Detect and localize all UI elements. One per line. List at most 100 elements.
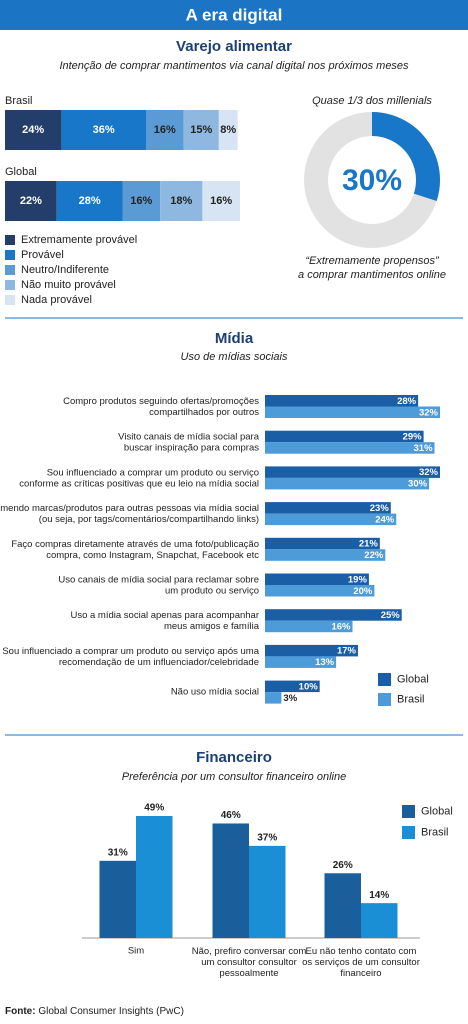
category-label: Uso a mídia social apenas para acompanha… (70, 610, 259, 632)
legend-label: Brasil (421, 826, 449, 838)
legend-swatch (402, 826, 415, 839)
donut-value: 30% (342, 164, 402, 197)
header-bar (0, 0, 468, 30)
value-label: 24% (375, 514, 395, 525)
bar (265, 680, 320, 693)
bar-segment (61, 110, 146, 150)
category-label: Não uso mídia social (171, 687, 259, 698)
bar (99, 860, 136, 938)
value-label: 26% (333, 860, 353, 871)
source-text: Global Consumer Insights (PwC) (38, 1006, 184, 1017)
bar-segment (202, 181, 240, 221)
value-label: 14% (369, 890, 389, 901)
value-label: 20% (353, 586, 373, 597)
donut-title: Quase 1/3 dos millenials (312, 95, 432, 107)
subtitle: Preferência por um consultor financeiro … (122, 771, 346, 783)
legend-label: Nada provável (21, 294, 92, 306)
bar (265, 502, 391, 514)
donut-caption: a comprar mantimentos online (298, 269, 446, 281)
bar-segment (218, 110, 238, 150)
source: Fonte: Global Consumer Insights (PwC) (5, 1006, 184, 1017)
bar (265, 585, 375, 597)
bar (324, 873, 361, 938)
category-label: Visito canais de mídia social para buscar… (118, 431, 260, 453)
legend-swatch (5, 250, 15, 260)
value-label: 17% (337, 646, 357, 657)
bar (265, 442, 435, 454)
legend-swatch (5, 265, 15, 275)
bar (265, 430, 424, 443)
category-label: Compro produtos seguindo ofertas/promoçõ… (63, 396, 259, 418)
bar-segment (122, 181, 161, 221)
legend-swatch (378, 673, 391, 686)
donut-caption: “Extremamente propensos” (305, 255, 440, 267)
legend-swatch (5, 295, 15, 305)
bar (265, 537, 380, 550)
value-label: 37% (257, 833, 277, 844)
value-label: 16% (331, 621, 351, 632)
category-label: Brasil (5, 95, 33, 107)
value-label: 16% (130, 195, 152, 207)
bar (265, 609, 402, 621)
bar (265, 573, 369, 585)
value-label: 3% (283, 693, 297, 704)
value-label: 24% (22, 124, 44, 136)
bar (265, 644, 358, 657)
section-title: Mídia (215, 330, 254, 347)
category-label: Sou influenciado a comprar um produto ou… (2, 645, 259, 667)
subtitle: Uso de mídias sociais (181, 351, 288, 363)
bar (265, 477, 430, 490)
legend-swatch (378, 693, 391, 706)
bar (265, 406, 440, 418)
bar (265, 620, 353, 633)
category-label: Uso canais de mídia social para reclamar… (58, 574, 259, 596)
bar (265, 656, 337, 668)
category-label: Sim (128, 946, 144, 957)
value-label: 28% (397, 396, 417, 407)
bar-segment (146, 110, 184, 150)
value-label: 8% (220, 124, 236, 136)
value-label: 30% (408, 479, 428, 490)
value-label: 13% (315, 657, 335, 668)
category-label: Sou influenciado a comprar um produto ou… (19, 467, 259, 489)
source-label: Fonte: (5, 1006, 36, 1017)
bar (361, 903, 398, 938)
value-label: 36% (93, 124, 115, 136)
category-label: Não, prefiro conversar com um consultor c… (192, 946, 307, 979)
bar (136, 816, 173, 938)
bar (265, 692, 282, 704)
legend-label: Provável (21, 249, 64, 261)
bar (249, 845, 286, 938)
legend-label: Brasil (397, 693, 425, 705)
category-label: Faço compras diretamente através de uma … (11, 538, 259, 560)
bar-segment (183, 110, 219, 150)
value-label: 22% (364, 550, 384, 561)
bar-segment (160, 181, 203, 221)
value-label: 32% (419, 467, 439, 478)
donut-arc (371, 112, 440, 202)
value-label: 23% (370, 503, 390, 514)
value-label: 46% (221, 810, 241, 821)
legend-label: Extremamente provável (21, 234, 137, 246)
value-label: 29% (403, 431, 423, 442)
value-label: 49% (144, 803, 164, 814)
section-title: Financeiro (196, 749, 272, 766)
bar (265, 395, 419, 407)
section-title: Varejo alimentar (176, 38, 292, 55)
value-label: 31% (414, 443, 434, 454)
value-label: 10% (299, 681, 319, 692)
value-label: 15% (190, 124, 212, 136)
value-label: 22% (20, 195, 42, 207)
bar-segment (5, 181, 57, 221)
bar-segment (56, 181, 123, 221)
value-label: 25% (381, 610, 401, 621)
bar (212, 823, 249, 938)
category-label: Recomendo marcas/produtos para outras pe… (0, 503, 259, 525)
value-label: 31% (108, 847, 128, 858)
legend-swatch (402, 805, 415, 818)
value-label: 28% (79, 195, 101, 207)
legend-swatch (5, 280, 15, 290)
value-label: 18% (170, 195, 192, 207)
